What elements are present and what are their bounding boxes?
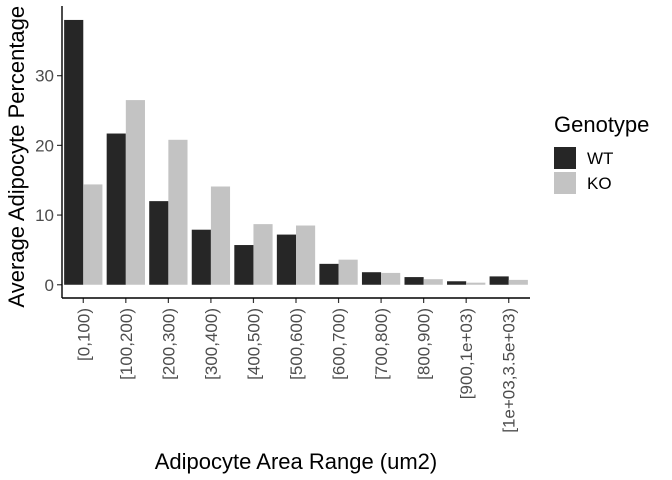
bar-ko-2 bbox=[168, 139, 188, 285]
legend: Genotype WT KO bbox=[554, 112, 649, 194]
x-tick-label: [300,400) bbox=[202, 308, 221, 380]
bars bbox=[64, 19, 528, 285]
legend-swatch-ko bbox=[554, 172, 576, 194]
bar-ko-8 bbox=[423, 279, 443, 285]
x-tick-label: [700,800) bbox=[372, 308, 391, 380]
x-axis-title: Adipocyte Area Range (um2) bbox=[155, 449, 438, 474]
bar-wt-2 bbox=[149, 201, 169, 285]
bar-wt-7 bbox=[361, 272, 382, 285]
bar-ko-5 bbox=[296, 225, 316, 285]
bar-ko-6 bbox=[338, 259, 358, 285]
bar-wt-5 bbox=[276, 234, 296, 285]
bar-ko-1 bbox=[125, 100, 145, 285]
bar-wt-1 bbox=[106, 133, 126, 285]
bar-ko-9 bbox=[466, 282, 486, 285]
y-tick-label: 0 bbox=[45, 276, 54, 295]
x-tick-label: [800,900) bbox=[415, 308, 434, 380]
bar-wt-8 bbox=[404, 277, 424, 285]
x-axis-ticks: [0,100) [100,200) [200,300) [300,400) [400,5… bbox=[74, 298, 519, 433]
x-tick-label: [0,100) bbox=[74, 308, 93, 361]
bar-wt-9 bbox=[447, 281, 467, 285]
x-tick-label: [400,500) bbox=[244, 308, 263, 380]
y-tick-label: 20 bbox=[35, 136, 54, 155]
bar-ko-4 bbox=[253, 224, 273, 285]
legend-swatch-wt bbox=[554, 147, 576, 169]
legend-title: Genotype bbox=[554, 112, 649, 137]
bar-wt-3 bbox=[191, 229, 211, 285]
bar-wt-0 bbox=[64, 19, 84, 285]
y-tick-label: 10 bbox=[35, 206, 54, 225]
x-tick-label: [200,300) bbox=[159, 308, 178, 380]
bar-wt-6 bbox=[319, 263, 339, 285]
bar-ko-0 bbox=[83, 184, 103, 285]
y-axis-ticks: 0 10 20 30 bbox=[35, 67, 62, 295]
bar-ko-10 bbox=[508, 279, 528, 285]
legend-label-ko: KO bbox=[587, 174, 612, 193]
x-tick-label: [600,700) bbox=[330, 308, 349, 380]
x-tick-label: [1e+03,3.5e+03) bbox=[500, 308, 519, 433]
y-axis-title: Average Adipocyte Percentage ( bbox=[4, 0, 29, 308]
x-tick-label: [100,200) bbox=[117, 308, 136, 380]
x-tick-label: [900,1e+03) bbox=[457, 308, 476, 399]
y-tick-label: 30 bbox=[35, 67, 54, 86]
bar-wt-4 bbox=[234, 245, 254, 285]
bar-wt-10 bbox=[489, 276, 509, 285]
bar-ko-7 bbox=[381, 272, 401, 285]
bar-ko-3 bbox=[210, 186, 231, 285]
x-tick-label: [500,600) bbox=[287, 308, 306, 380]
legend-label-wt: WT bbox=[587, 149, 613, 168]
